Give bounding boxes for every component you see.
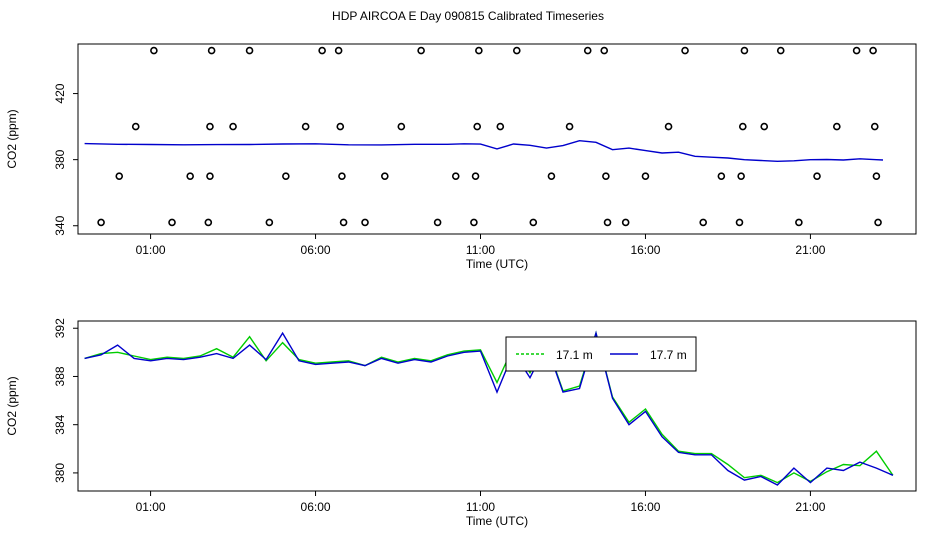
top-calibration-point	[870, 122, 879, 131]
top-calibration-point	[397, 122, 406, 131]
top-calibration-point	[229, 122, 237, 131]
top-calibration-point	[737, 172, 745, 180]
top-calibration-point	[206, 122, 214, 131]
top-calibration-point	[475, 46, 483, 55]
top-calibration-point	[97, 218, 105, 227]
top-calibration-point	[338, 172, 346, 180]
top-calibration-point	[186, 172, 194, 180]
bottom-series-line-2	[84, 330, 894, 486]
top-calibration-point	[470, 218, 478, 227]
bottom-y-tick-label: 392	[53, 318, 67, 338]
bottom-x-tick-label: 01:00	[136, 500, 166, 514]
top-calibration-point	[852, 46, 861, 55]
top-calibration-point	[813, 172, 821, 180]
top-series-line-1	[84, 139, 884, 163]
top-calibration-point	[664, 122, 673, 131]
top-calibration-point	[206, 172, 214, 180]
top-calibration-point	[496, 122, 505, 131]
top-x-tick-label: 06:00	[301, 243, 331, 257]
top-calibration-point	[336, 122, 345, 131]
top-calibration-point	[621, 218, 630, 227]
top-calibration-point	[740, 46, 749, 55]
bottom-y-tick-label: 380	[53, 463, 67, 483]
top-calibration-point	[245, 46, 254, 55]
bottom-x-tick-label: 06:00	[301, 500, 331, 514]
top-calibration-point	[583, 46, 592, 55]
top-x-tick-label: 11:00	[466, 243, 495, 257]
chart-title: HDP AIRCOA E Day 090815 Calibrated Times…	[332, 9, 604, 23]
bottom-x-tick-label: 21:00	[795, 500, 825, 514]
top-calibration-point	[565, 122, 574, 131]
top-calibration-point	[150, 46, 158, 55]
top-calibration-point	[600, 46, 609, 55]
top-plot-frame	[77, 43, 917, 235]
bottom-y-tick-label: 388	[53, 366, 67, 386]
top-calibration-point	[115, 172, 124, 180]
top-calibration-point	[760, 122, 769, 131]
top-calibration-point	[547, 172, 556, 180]
top-x-tick-label: 01:00	[136, 243, 166, 257]
top-calibration-point	[451, 172, 460, 180]
top-calibration-point	[735, 218, 744, 227]
top-y-tick-label: 380	[53, 149, 67, 169]
top-calibration-point	[872, 172, 881, 180]
top-calibration-point	[334, 46, 343, 55]
top-calibration-point	[265, 218, 274, 227]
top-calibration-point	[681, 46, 689, 55]
bottom-x-tick-label: 11:00	[466, 500, 495, 514]
top-calibration-point	[282, 172, 290, 180]
top-y-tick-label: 340	[53, 215, 67, 235]
top-y-axis-label: CO2 (ppm)	[5, 109, 19, 168]
bottom-x-axis-label: Time (UTC)	[466, 514, 528, 528]
top-calibration-point	[717, 172, 726, 180]
top-x-tick-label: 21:00	[795, 243, 825, 257]
top-calibration-point	[641, 172, 650, 180]
top-calibration-point	[512, 46, 521, 55]
top-calibration-point	[131, 122, 140, 131]
bottom-x-tick-label: 16:00	[630, 500, 660, 514]
top-calibration-point	[603, 218, 612, 227]
top-y-tick-label: 420	[53, 83, 67, 103]
top-calibration-point	[207, 46, 216, 55]
legend: 17.1 m 17.7 m	[505, 336, 697, 372]
top-panel: 01:00 06:00 11:00 16:00 21:00 Time (UTC) 340 38…	[5, 43, 917, 271]
top-calibration-point	[602, 172, 610, 180]
top-calibration-point	[473, 122, 482, 131]
top-calibration-point	[417, 46, 425, 55]
top-calibration-point	[869, 46, 877, 55]
top-calibration-point	[361, 218, 369, 227]
bottom-panel: 01:00 06:00 11:00 16:00 21:00 Time (UTC) 380 38…	[5, 318, 917, 528]
top-calibration-point	[874, 218, 882, 227]
legend-label-1: 17.1 m	[556, 348, 593, 362]
top-calibration-point	[529, 218, 538, 227]
legend-label-2: 17.7 m	[650, 348, 687, 362]
bottom-series-line-1	[84, 330, 894, 484]
top-calibration-point	[833, 122, 841, 131]
top-calibration-point	[168, 218, 176, 227]
top-calibration-point	[339, 218, 348, 227]
top-calibration-point	[738, 122, 747, 131]
bottom-plot-frame	[77, 320, 917, 492]
top-calibration-point	[699, 218, 708, 227]
top-x-tick-label: 16:00	[630, 243, 660, 257]
top-calibration-point	[318, 46, 326, 55]
top-calibration-point	[381, 172, 389, 180]
top-calibration-point	[471, 172, 480, 180]
top-calibration-point	[301, 122, 310, 131]
top-calibration-point	[433, 218, 442, 227]
top-calibration-point	[795, 218, 803, 227]
top-calibration-point	[204, 218, 213, 227]
bottom-y-axis-label: CO2 (ppm)	[5, 376, 19, 435]
bottom-y-tick-label: 384	[53, 414, 67, 434]
top-calibration-point	[776, 46, 785, 55]
top-x-axis-label: Time (UTC)	[466, 257, 528, 271]
